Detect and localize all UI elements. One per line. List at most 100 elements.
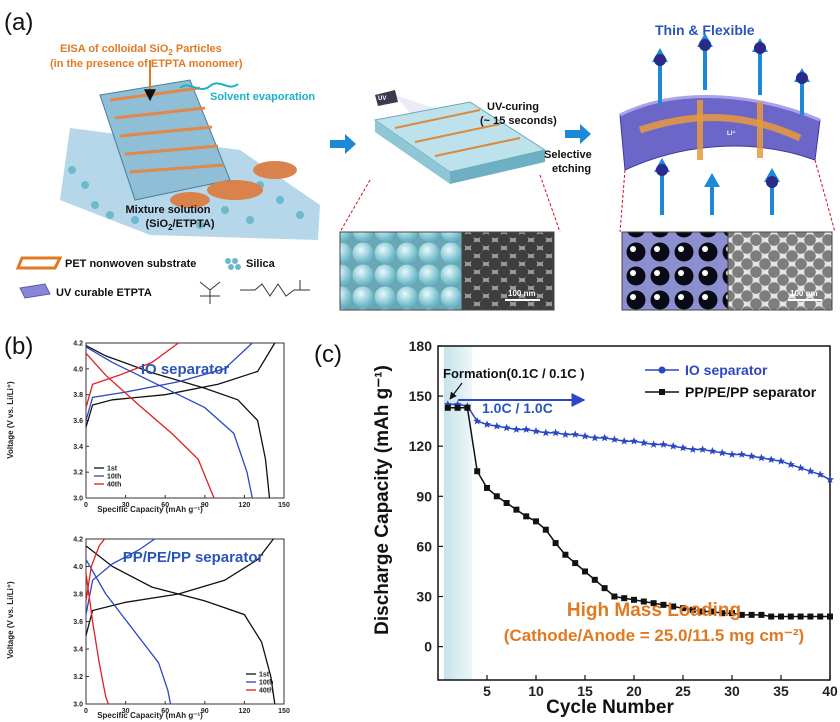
data-point-square [719,610,726,617]
legend-marker-star [658,366,666,374]
mixture-label-2: (SiO2/ETPTA) [145,218,214,232]
uv-curing-scene [339,90,561,233]
data-point-square [738,611,745,618]
chart-c-xlabel: Cycle Number [546,697,674,718]
series-line-40th-discharge [85,352,215,499]
data-point-square [523,513,530,520]
rate-label: 1.0C / 1.0C [482,400,553,416]
y-tick-label: 4.0 [73,366,83,373]
chart-b-io-title: IO separator [141,361,230,378]
panel-label-b: (b) [4,333,33,360]
legend-label-PP/PE/PP separator: PP/PE/PP separator [685,384,817,400]
x-tick-label: 0 [84,502,88,509]
data-point-star [806,467,815,475]
x-tick-label: 20 [626,683,642,699]
data-point-star [826,475,834,483]
data-point-square [778,613,784,620]
data-point-square [709,608,716,615]
data-point-star [610,435,619,443]
data-point-star [571,430,580,438]
x-tick-label: 90 [201,502,209,509]
x-tick-label: 90 [201,708,209,715]
data-point-square [484,484,490,491]
data-point-star [679,443,687,452]
y-tick-label: 3.4 [73,444,83,451]
legend-pet-label: PET nonwoven substrate [65,258,196,270]
data-point-square [817,613,824,620]
data-point-square [807,613,814,620]
uv-lamp-label: UV [378,96,386,102]
eisa-label-line2: (in the presence of ETPTA monomer) [50,58,243,70]
data-point-square [748,611,755,618]
y-tick-label: 0 [424,639,432,655]
legend-label-10th: 10th [259,680,273,687]
legend-label-1st: 1st [107,466,118,473]
data-point-star [786,460,795,468]
data-point-square [513,506,520,513]
data-point-star [698,445,707,453]
data-point-square [689,606,696,613]
data-point-square [474,468,481,475]
legend-label-40th: 40th [107,482,121,489]
data-point-star [492,422,501,430]
y-tick-label: 3.0 [73,496,83,503]
data-point-square [768,613,775,620]
data-point-square [572,560,579,567]
data-point-star [561,430,570,438]
legend-label-1st: 1st [259,672,270,679]
cathode-anode-label: (Cathode/Anode = 25.0/11.5 mg cm⁻²) [504,626,804,645]
data-point-star [796,463,805,472]
y-tick-label: 3.2 [73,674,83,681]
series-line-10th-charge [85,342,253,421]
x-tick-label: 30 [122,708,130,715]
data-point-square [680,605,686,612]
x-tick-label: 120 [239,708,251,715]
x-tick-label: 60 [161,502,169,509]
y-tick-label: 180 [409,338,433,354]
formation-label: Formation(0.1C / 0.1C ) [443,366,585,381]
y-tick-label: 3.8 [73,592,83,599]
data-point-square [591,576,598,583]
x-tick-label: 5 [483,683,491,699]
data-point-star [541,428,550,437]
formation-pointer-arrow [449,382,463,400]
x-tick-label: 10 [528,683,544,699]
data-point-square [542,526,549,533]
data-point-star [688,445,697,453]
mixture-label-1: Mixture solution [126,204,211,216]
step-arrow-1 [330,134,356,154]
data-point-star [718,448,727,457]
flexible-membrane [619,33,836,233]
data-point-star [590,433,599,442]
y-tick-label: 3.2 [73,470,83,477]
data-point-star [512,425,521,433]
y-tick-label: 90 [416,488,432,504]
data-point-square [493,493,500,500]
data-point-star [659,440,668,448]
data-point-square [562,551,569,558]
data-point-square [650,600,657,607]
y-tick-label: 60 [416,538,432,554]
y-tick-label: 3.6 [73,619,83,626]
legend-marker-square [659,389,665,395]
data-point-square [758,611,765,618]
data-point-square [601,585,608,592]
data-point-star [473,416,482,425]
y-tick-label: 120 [409,438,433,454]
series-line-10th-discharge [85,559,172,705]
y-tick-label: 3.6 [73,418,83,425]
data-point-square [464,404,471,411]
data-point-star [757,453,766,462]
mixture-scene [60,60,320,240]
series-line-10th-charge [85,538,155,615]
x-tick-label: 150 [278,502,290,509]
data-point-square [611,593,618,600]
x-tick-label: 0 [84,708,88,715]
y-tick-label: 4.2 [73,537,83,544]
series-line-1st-discharge [85,545,276,705]
x-tick-label: 40 [822,683,838,699]
y-tick-label: 3.4 [73,647,83,654]
chart-b-pp-ylabel: Voltage (V vs. Li/Li⁺) [6,581,15,659]
y-tick-label: 3.8 [73,392,83,399]
series-line-40th-discharge [85,573,110,705]
